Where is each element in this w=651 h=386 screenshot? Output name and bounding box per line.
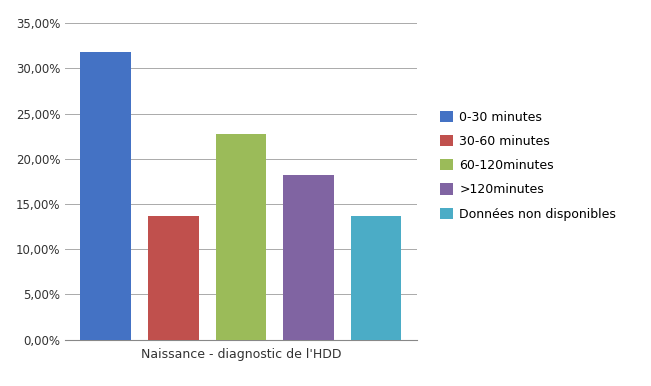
Bar <box>148 216 199 340</box>
Bar <box>283 175 334 340</box>
Bar <box>215 134 266 340</box>
Bar <box>351 216 402 340</box>
Legend: 0-30 minutes, 30-60 minutes, 60-120minutes, >120minutes, Données non disponibles: 0-30 minutes, 30-60 minutes, 60-120minut… <box>441 111 616 220</box>
Bar <box>80 52 131 340</box>
